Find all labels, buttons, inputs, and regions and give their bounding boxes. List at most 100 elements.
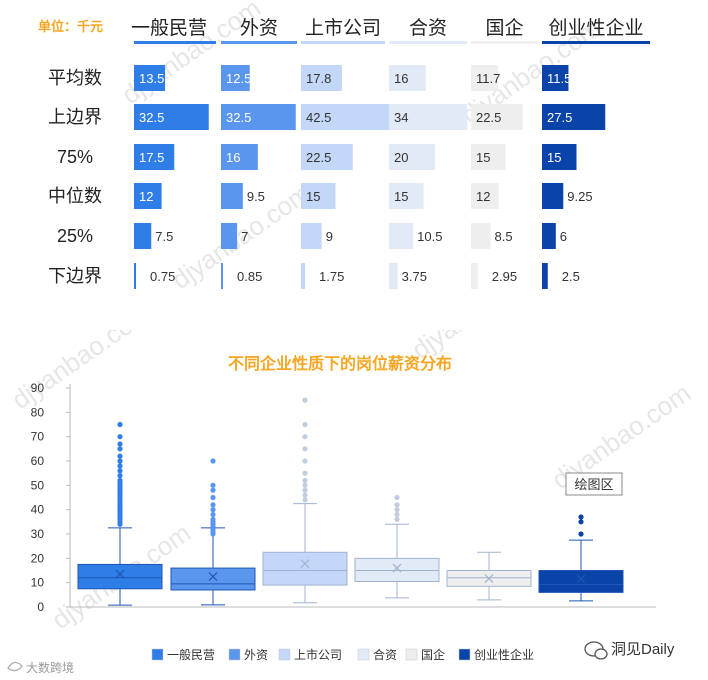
cell-bar (301, 104, 399, 130)
outlier-point (302, 470, 308, 476)
cell-bar (221, 223, 238, 249)
column-header-underline (471, 41, 538, 44)
outlier-point (302, 497, 308, 503)
cell-value: 12.5 (226, 71, 251, 86)
column-header: 国企 (485, 17, 523, 39)
cell-bar (542, 263, 548, 289)
cell-value: 10.5 (417, 229, 442, 244)
watermark: djyanbao.com (6, 330, 156, 415)
outlier-point (578, 514, 584, 520)
outlier-point (394, 511, 400, 518)
cell-value: 13.5 (139, 71, 164, 86)
cell-bar (471, 65, 498, 91)
cell-bar (221, 104, 296, 130)
watermark: djyanbao.com (116, 0, 266, 110)
cell-bar (221, 144, 258, 170)
cell-value: 15 (306, 189, 320, 204)
iqr-box (170, 567, 256, 591)
y-tick-label: 30 (31, 527, 45, 541)
chart-title: 不同企业性质下的岗位薪资分布 (228, 354, 452, 373)
cell-bar (301, 65, 342, 91)
cell-value: 17.8 (306, 71, 331, 86)
outlier-point (117, 463, 123, 469)
outlier-point (302, 421, 308, 428)
cell-bar (542, 144, 577, 170)
box-series (170, 458, 256, 606)
y-tick-label: 20 (31, 551, 45, 565)
cell-bar (389, 223, 414, 249)
y-tick-label: 50 (31, 478, 45, 492)
outlier-point (302, 397, 308, 403)
box-series (77, 421, 163, 606)
outlier-point (117, 477, 123, 484)
outlier-point (210, 516, 216, 522)
outlier-point (302, 458, 308, 464)
outlier-point (210, 511, 216, 518)
iqr-box (77, 563, 163, 590)
column-header-underline (542, 41, 650, 44)
outlier-point (302, 482, 308, 488)
box-series (354, 494, 440, 599)
cell-value: 9.25 (567, 189, 592, 204)
legend-label: 创业性企业 (474, 647, 534, 662)
outlier-point (394, 507, 400, 513)
cell-value: 15 (476, 150, 490, 165)
outlier-point (302, 446, 308, 452)
cell-bar (389, 263, 398, 289)
legend-swatch (228, 648, 241, 661)
legend-swatch (151, 648, 164, 661)
outlier-point (302, 434, 308, 440)
outlier-point (302, 492, 308, 498)
source-logo-text: 大数跨境 (26, 660, 74, 675)
cell-value: 42.5 (306, 110, 331, 125)
outlier-point (117, 468, 123, 474)
outlier-point (117, 453, 123, 459)
cell-value: 20 (394, 150, 408, 165)
cell-bar (301, 183, 336, 209)
cell-value: 32.5 (139, 110, 164, 125)
mean-marker (576, 574, 586, 584)
mean-marker (484, 574, 494, 583)
outlier-point (394, 502, 400, 508)
cell-value: 0.75 (150, 269, 175, 284)
y-tick-label: 60 (31, 454, 45, 468)
outlier-point (578, 531, 584, 537)
legend-label: 国企 (421, 647, 445, 662)
cell-value: 15 (394, 189, 408, 204)
cell-bar (301, 144, 353, 170)
y-tick-label: 80 (31, 405, 45, 419)
outlier-point (302, 477, 308, 484)
column-header: 一般民营 (131, 17, 207, 39)
iqr-box (262, 551, 348, 586)
row-label: 下边界 (48, 266, 102, 286)
outlier-point (578, 519, 584, 525)
cell-value: 0.85 (237, 269, 262, 284)
iqr-box (354, 557, 440, 582)
cell-bar (542, 183, 564, 209)
cell-bar (221, 263, 223, 289)
y-tick-label: 90 (31, 381, 45, 395)
outlier-point (210, 482, 216, 488)
outlier-point (210, 507, 216, 513)
column-header: 合资 (409, 17, 447, 39)
cell-bar (389, 65, 426, 91)
cell-value: 1.75 (319, 269, 344, 284)
outlier-point (117, 458, 123, 464)
legend-label: 外资 (244, 648, 268, 662)
cell-bar (542, 223, 556, 249)
cell-value: 22.5 (306, 150, 331, 165)
cell-bar (471, 263, 478, 289)
cell-value: 7 (241, 229, 248, 244)
legend-swatch (405, 648, 418, 661)
mean-marker (208, 572, 218, 582)
y-tick-label: 40 (31, 503, 45, 517)
legend-swatch (357, 648, 370, 661)
column-header: 上市公司 (305, 17, 381, 39)
outlier-point (210, 487, 216, 493)
row-label: 75% (57, 147, 93, 167)
cell-value: 16 (394, 71, 408, 86)
cell-bar (471, 223, 491, 249)
unit-label: 单位：千元 (38, 19, 103, 34)
outlier-point (117, 441, 123, 447)
cell-bar (471, 104, 523, 130)
